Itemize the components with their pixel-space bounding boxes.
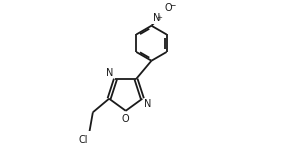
Text: N: N <box>106 68 113 78</box>
Text: O: O <box>122 114 129 124</box>
Text: O: O <box>164 3 172 13</box>
Text: +: + <box>156 15 162 21</box>
Text: N: N <box>144 99 151 109</box>
Text: Cl: Cl <box>78 135 88 145</box>
Text: −: − <box>169 1 175 10</box>
Text: N: N <box>152 13 160 24</box>
